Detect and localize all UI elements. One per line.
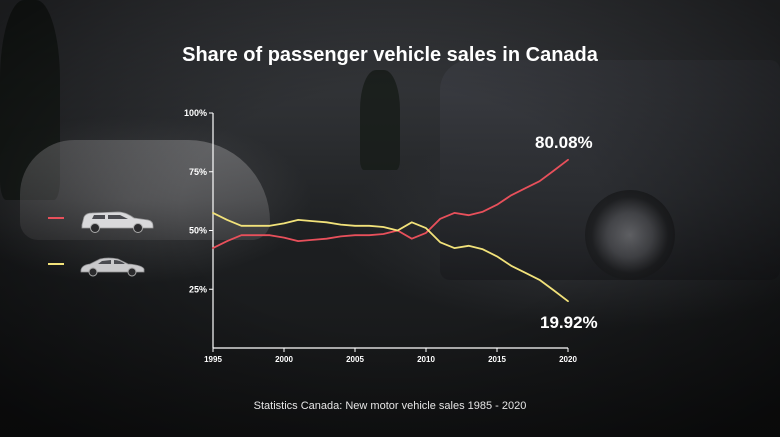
legend-item-suv	[48, 208, 158, 233]
series-line-suv	[212, 158, 569, 250]
x-tick-label: 2005	[346, 355, 364, 364]
source-note: Statistics Canada: New motor vehicle sal…	[253, 400, 527, 412]
suv-icon	[81, 211, 154, 233]
sedan-icon	[80, 257, 145, 277]
y-tick-label: 50%	[189, 226, 207, 236]
x-tick-label: 2010	[417, 355, 435, 364]
series-line-sedan	[212, 211, 569, 303]
y-tick-label: 100%	[184, 108, 207, 118]
y-tick-label: 75%	[189, 167, 207, 177]
legend-swatch	[48, 217, 64, 219]
x-tick-label: 2015	[488, 355, 506, 364]
trucks-end-label: 80.08%	[535, 133, 593, 152]
chart-axes: 25% 50% 75% 100% 1995 2000 2005 2010 2015 2020	[184, 108, 577, 364]
x-tick-label: 2020	[559, 355, 577, 364]
chart-title: Share of passenger vehicle sales in Cana…	[182, 44, 598, 66]
y-tick-label: 25%	[189, 284, 207, 294]
legend-item-sedan	[48, 254, 158, 277]
legend-swatch	[48, 263, 64, 265]
chart-series	[212, 158, 569, 303]
x-tick-label: 1995	[204, 355, 222, 364]
cars-end-label: 19.92%	[540, 313, 598, 332]
x-tick-label: 2000	[275, 355, 293, 364]
